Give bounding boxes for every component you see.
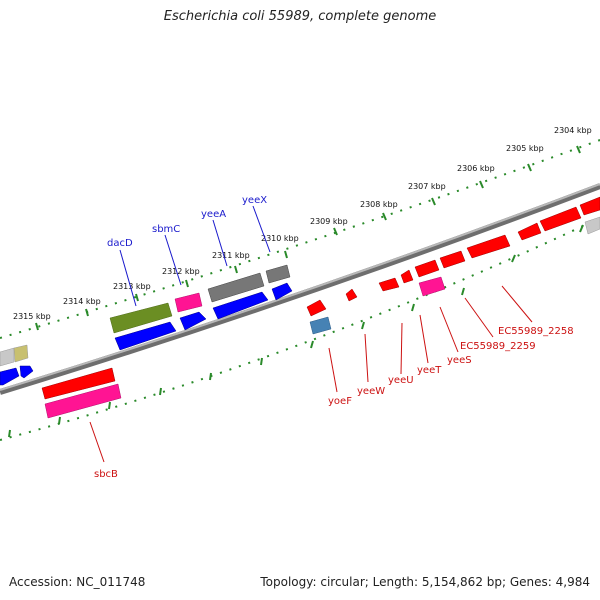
tick-label-2306: 2306 kbp [457, 164, 495, 173]
label-yeeA[interactable]: yeeA [201, 209, 226, 220]
tick-label-2315: 2315 kbp [13, 312, 51, 321]
label-EC55989_2259[interactable]: EC55989_2259 [460, 341, 536, 352]
gene-yeeW[interactable] [345, 288, 358, 302]
gene-light-gray-left[interactable] [0, 347, 15, 367]
gene-EC55989_2259[interactable] [439, 250, 466, 269]
gene-red-right-2[interactable] [539, 206, 582, 232]
outer-strand-genes [0, 264, 293, 386]
tick-label-2308: 2308 kbp [360, 200, 398, 209]
label-dacD[interactable]: dacD [107, 238, 133, 249]
label-EC55989_2258[interactable]: EC55989_2258 [498, 326, 574, 337]
accession-text: Accession: NC_011748 [9, 575, 146, 589]
label-yeeX[interactable]: yeeX [242, 195, 267, 206]
tick-labels: 2304 kbp 2305 kbp 2306 kbp 2307 kbp 2308… [13, 126, 592, 321]
gene-yeeT[interactable] [400, 269, 414, 284]
gene-dacD[interactable] [109, 302, 173, 334]
gene-blue-2[interactable] [19, 365, 34, 379]
gene-khaki-left[interactable] [13, 344, 29, 363]
tick-label-2307: 2307 kbp [408, 182, 446, 191]
tick-label-2310: 2310 kbp [261, 234, 299, 243]
gene-yoeF[interactable] [309, 316, 332, 335]
tick-label-2305: 2305 kbp [506, 144, 544, 153]
tick-label-2312: 2312 kbp [162, 267, 200, 276]
bottom-gene-labels: sbcB yoeF yeeW yeeU yeeT yeeS EC55989_22… [94, 326, 574, 480]
tick-label-2311: 2311 kbp [212, 251, 250, 260]
genome-backbone-highlight [0, 183, 600, 391]
tick-label-2309: 2309 kbp [310, 217, 348, 226]
label-yeeU[interactable]: yeeU [388, 375, 414, 386]
top-gene-labels: dacD sbmC yeeA yeeX [107, 195, 267, 249]
gene-yoeF-red[interactable] [306, 299, 327, 317]
gene-yeeX[interactable] [265, 264, 291, 284]
label-sbcB[interactable]: sbcB [94, 469, 118, 480]
gene-sbmC[interactable] [174, 292, 203, 313]
gene-blue-1[interactable] [0, 367, 20, 386]
inner-major-ticks [8, 224, 584, 438]
genome-backbone [0, 183, 600, 395]
gene-light-gray-right[interactable] [584, 216, 600, 235]
top-leader-lines [119, 205, 271, 307]
tick-label-2313: 2313 kbp [113, 282, 151, 291]
gene-red-right-3[interactable] [579, 196, 600, 216]
tick-label-2314: 2314 kbp [63, 297, 101, 306]
label-sbmC[interactable]: sbmC [152, 224, 180, 235]
gene-yeeS-red[interactable] [414, 259, 440, 278]
label-yoeF[interactable]: yoeF [328, 396, 352, 407]
label-yeeT[interactable]: yeeT [417, 365, 442, 376]
bottom-leader-lines [89, 285, 533, 463]
gene-blue-6[interactable] [271, 282, 293, 301]
outer-scale-track [0, 139, 600, 339]
gene-blue-4[interactable] [179, 311, 207, 331]
label-yeeW[interactable]: yeeW [357, 386, 385, 397]
map-title: Escherichia coli 55989, complete genome [163, 9, 437, 24]
gene-blue-5[interactable] [212, 291, 269, 320]
gene-EC55989_2258[interactable] [466, 234, 511, 259]
label-yeeS[interactable]: yeeS [447, 355, 472, 366]
inner-strand-genes [41, 196, 600, 419]
genome-summary-text: Topology: circular; Length: 5,154,862 bp… [260, 575, 590, 589]
gene-yeeS[interactable] [418, 276, 446, 297]
gene-yeeU[interactable] [378, 277, 400, 292]
tick-label-2304: 2304 kbp [554, 126, 592, 135]
gene-yeeA[interactable] [207, 272, 265, 303]
gene-blue-3[interactable] [114, 321, 177, 351]
outer-major-ticks [35, 145, 581, 331]
gene-red-sbcB-upper[interactable] [41, 367, 116, 400]
gene-sbcB[interactable] [44, 383, 122, 419]
gene-red-right-1[interactable] [517, 222, 542, 241]
